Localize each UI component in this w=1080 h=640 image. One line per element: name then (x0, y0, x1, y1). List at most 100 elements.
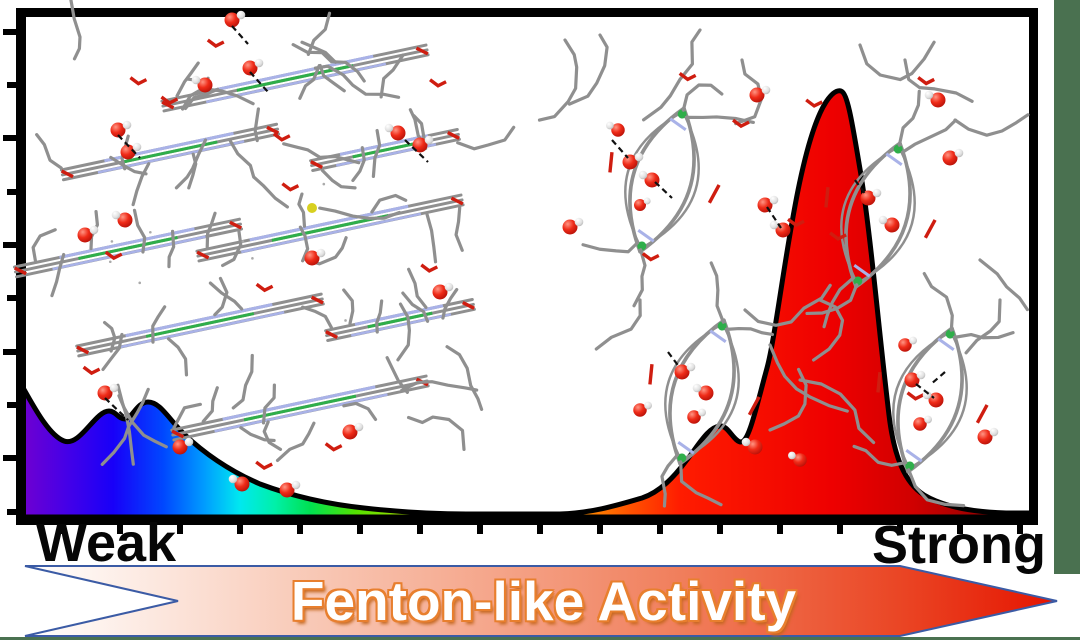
water-oxygen-atom (930, 92, 946, 108)
water-hydrogen-atom (316, 248, 326, 258)
stacked-layer (282, 108, 461, 190)
macrocycle-ring (805, 89, 958, 329)
water-oxygen-atom (898, 338, 912, 352)
water-oxygen-atom (884, 217, 900, 233)
water-hydrogen-atom (872, 188, 882, 198)
water-hydrogen-atom (916, 370, 926, 380)
water-hydrogen-atom (606, 121, 614, 130)
right-background-strip (1054, 0, 1080, 574)
water-hydrogen-atom (574, 217, 584, 227)
hydrogen-bond (929, 371, 946, 386)
water-hydrogen-atom (954, 148, 964, 158)
banner-label: Fenton-like Activity (290, 570, 797, 632)
stacked-layer (195, 192, 465, 264)
water-hydrogen-atom (111, 210, 121, 220)
water-oxygen-atom (793, 453, 807, 467)
water-oxygen-atom (860, 190, 876, 206)
hydrogen-bond (667, 351, 681, 369)
left-molecular-structure (12, 0, 516, 498)
metal-atom (853, 276, 863, 286)
water-hydrogen-atom (769, 220, 779, 230)
water-hydrogen-atom (692, 383, 702, 393)
water-hydrogen-atom (878, 215, 888, 225)
stacked-layer (35, 107, 281, 207)
water-oxygen-atom (77, 227, 93, 243)
metal-atom (637, 241, 647, 251)
water-hydrogen-atom (254, 58, 264, 68)
water-hydrogen-atom (741, 437, 751, 447)
water-hydrogen-atom (109, 383, 119, 393)
water-oxygen-atom (913, 417, 927, 431)
water-hydrogen-atom (132, 142, 142, 152)
water-hydrogen-atom (989, 427, 999, 437)
stacked-layer (170, 356, 430, 451)
water-hydrogen-atom (761, 85, 771, 95)
water-oxygen-atom (172, 439, 188, 455)
hydrogen-bond (104, 397, 129, 421)
stacked-layer (75, 276, 325, 377)
water-hydrogen-atom (644, 401, 652, 410)
water-hydrogen-atom (686, 362, 696, 372)
water-hydrogen-atom (788, 451, 796, 460)
water-hydrogen-atom (122, 120, 132, 130)
x-axis-ticks (57, 525, 1023, 534)
water-hydrogen-atom (291, 480, 301, 490)
metal-atom (893, 144, 903, 154)
metal-atom (677, 109, 687, 119)
water-hydrogen-atom (924, 90, 934, 100)
hydrogen-bond (117, 134, 141, 159)
hydrogen-bond (854, 179, 867, 196)
hydrogen-bond (766, 206, 782, 229)
water-hydrogen-atom (634, 152, 644, 162)
hydrogen-bond (231, 25, 249, 45)
water-hydrogen-atom (698, 408, 706, 417)
hydrogen-bond (249, 71, 269, 93)
water-oxygen-atom (117, 212, 133, 228)
weak-label: Weak (36, 513, 177, 573)
water-hydrogen-atom (191, 75, 201, 85)
water-hydrogen-atom (89, 225, 99, 235)
water-hydrogen-atom (924, 415, 932, 424)
hydrogen-bond (611, 139, 629, 159)
macrocycle-ring (648, 261, 774, 508)
water-oxygen-atom (432, 284, 448, 300)
water-oxygen-atom (562, 219, 578, 235)
water-oxygen-atom (698, 385, 714, 401)
strong-label: Strong (872, 515, 1046, 575)
water-oxygen-atom (622, 154, 638, 170)
activity-spectrum-curve (19, 88, 1034, 520)
stacked-layer (12, 208, 244, 298)
water-hydrogen-atom (769, 195, 779, 205)
hydrogen-bond (654, 181, 673, 199)
water-oxygen-atom (634, 199, 646, 211)
sulfur-atom (307, 203, 317, 213)
hydrogen-bond (404, 139, 429, 163)
macrocycle-ring (852, 272, 1015, 508)
water-oxygen-atom (304, 250, 320, 266)
water-hydrogen-atom (444, 282, 454, 292)
metal-atom (717, 321, 727, 331)
water-oxygen-atom (412, 137, 428, 153)
y-axis-ticks (3, 29, 16, 515)
water-hydrogen-atom (638, 170, 648, 180)
hydrogen-bond (915, 383, 935, 399)
metal-atom (945, 329, 955, 339)
water-oxygen-atom (674, 364, 690, 380)
water-oxygen-atom (120, 144, 136, 160)
water-oxygen-atom (749, 87, 765, 103)
stacked-layer (301, 267, 476, 342)
water-oxygen-atom (611, 123, 625, 137)
water-oxygen-atom (97, 385, 113, 401)
water-oxygen-atom (279, 482, 295, 498)
water-hydrogen-atom (354, 422, 364, 432)
water-hydrogen-atom (236, 10, 246, 20)
water-oxygen-atom (242, 60, 258, 76)
water-oxygen-atom (633, 403, 647, 417)
water-oxygen-atom (747, 439, 763, 455)
water-oxygen-atom (977, 429, 993, 445)
metal-atom (677, 453, 687, 463)
water-oxygen-atom (687, 410, 701, 424)
right-molecular-structure (537, 28, 1030, 508)
